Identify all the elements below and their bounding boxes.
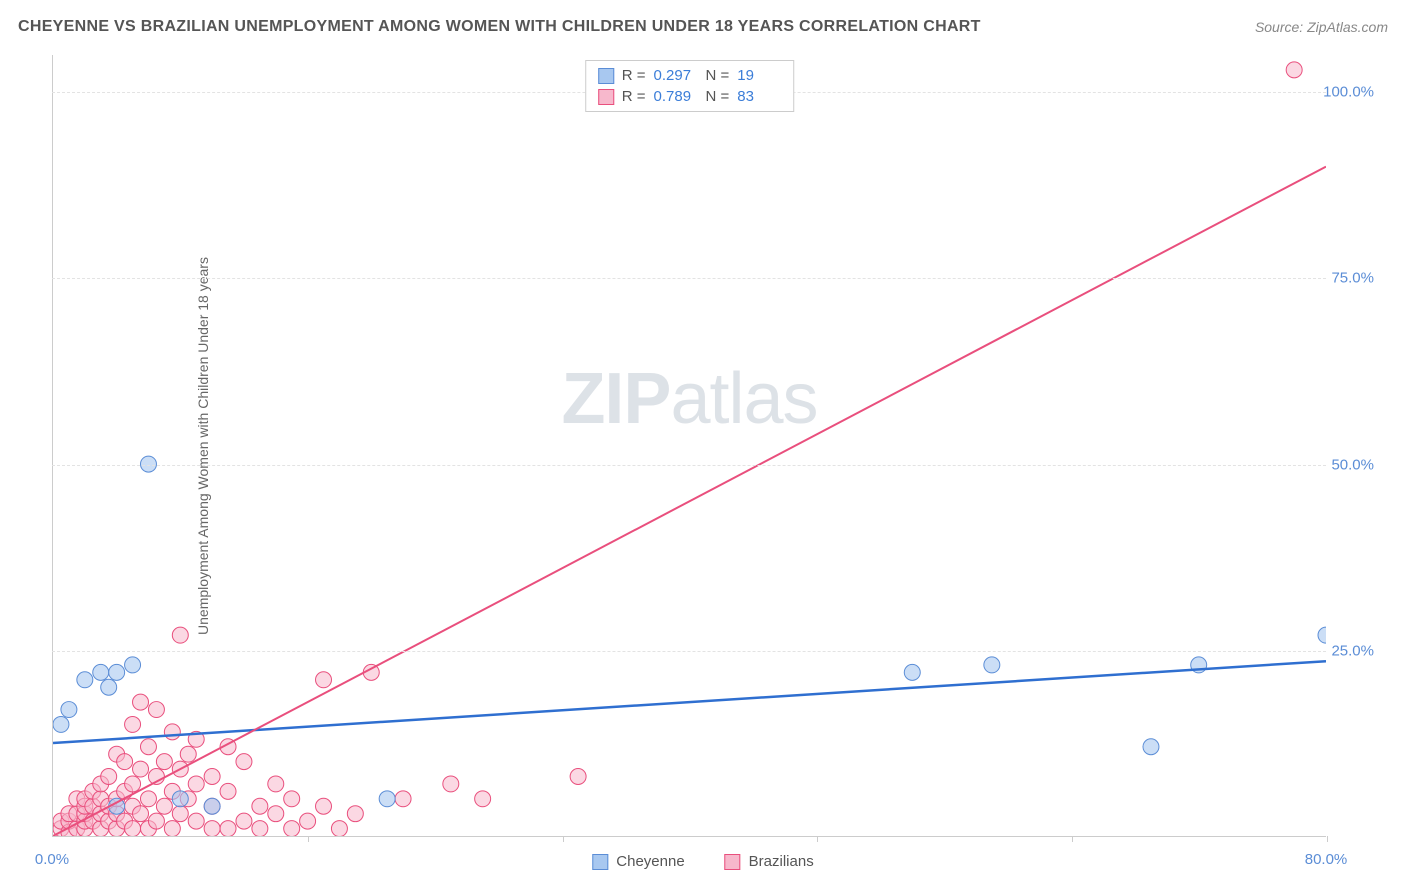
y-tick-label: 50.0% <box>1331 456 1374 473</box>
scatter-point <box>284 821 300 836</box>
x-tick <box>1072 836 1073 842</box>
scatter-point <box>101 679 117 695</box>
scatter-point <box>140 791 156 807</box>
scatter-point <box>101 769 117 785</box>
scatter-point <box>61 702 77 718</box>
n-label: N = <box>706 88 730 105</box>
scatter-point <box>125 657 141 673</box>
scatter-point <box>236 754 252 770</box>
scatter-point <box>93 664 109 680</box>
n-value-brazilians: 83 <box>737 88 781 105</box>
x-tick <box>817 836 818 842</box>
scatter-point <box>268 776 284 792</box>
scatter-point <box>125 776 141 792</box>
scatter-point <box>220 821 236 836</box>
chart-container: ZIPatlas R = 0.297 N = 19 R = 0.789 N = … <box>52 55 1386 837</box>
gridline <box>52 278 1326 279</box>
x-tick <box>308 836 309 842</box>
scatter-point <box>443 776 459 792</box>
swatch-cheyenne <box>598 68 614 84</box>
n-label: N = <box>706 67 730 84</box>
scatter-point <box>140 739 156 755</box>
scatter-point <box>284 791 300 807</box>
r-value-brazilians: 0.789 <box>654 88 698 105</box>
scatter-point <box>316 798 332 814</box>
scatter-point <box>172 791 188 807</box>
trend-line <box>53 167 1326 836</box>
scatter-point <box>904 664 920 680</box>
scatter-point <box>180 746 196 762</box>
scatter-point <box>268 806 284 822</box>
scatter-point <box>109 664 125 680</box>
y-tick-label: 75.0% <box>1331 270 1374 287</box>
gridline <box>52 651 1326 652</box>
scatter-point <box>164 724 180 740</box>
scatter-point <box>395 791 411 807</box>
trend-line <box>53 661 1326 743</box>
header-bar: CHEYENNE VS BRAZILIAN UNEMPLOYMENT AMONG… <box>18 18 1388 36</box>
scatter-point <box>133 694 149 710</box>
legend-row-brazilians: R = 0.789 N = 83 <box>598 86 782 107</box>
scatter-point <box>252 798 268 814</box>
scatter-point <box>204 798 220 814</box>
x-tick <box>563 836 564 842</box>
swatch-brazilians <box>725 854 741 870</box>
scatter-point <box>156 798 172 814</box>
x-tick-label: 80.0% <box>1305 851 1348 868</box>
y-tick-label: 25.0% <box>1331 642 1374 659</box>
scatter-point <box>125 716 141 732</box>
scatter-point <box>164 821 180 836</box>
scatter-point <box>148 702 164 718</box>
swatch-cheyenne <box>592 854 608 870</box>
plot-svg <box>53 55 1326 836</box>
r-value-cheyenne: 0.297 <box>654 67 698 84</box>
source-label: Source: ZipAtlas.com <box>1255 19 1388 35</box>
scatter-point <box>172 627 188 643</box>
scatter-point <box>117 754 133 770</box>
scatter-point <box>188 776 204 792</box>
scatter-point <box>300 813 316 829</box>
chart-title: CHEYENNE VS BRAZILIAN UNEMPLOYMENT AMONG… <box>18 18 981 36</box>
scatter-point <box>316 672 332 688</box>
legend-label-brazilians: Brazilians <box>749 853 814 870</box>
scatter-point <box>77 672 93 688</box>
scatter-point <box>133 761 149 777</box>
scatter-point <box>347 806 363 822</box>
legend-row-cheyenne: R = 0.297 N = 19 <box>598 65 782 86</box>
scatter-point <box>236 813 252 829</box>
scatter-point <box>570 769 586 785</box>
legend-label-cheyenne: Cheyenne <box>616 853 684 870</box>
scatter-point <box>188 813 204 829</box>
scatter-point <box>252 821 268 836</box>
scatter-point <box>331 821 347 836</box>
scatter-point <box>204 821 220 836</box>
scatter-point <box>133 806 149 822</box>
scatter-point <box>220 783 236 799</box>
legend-series: Cheyenne Brazilians <box>592 853 813 870</box>
plot-area: ZIPatlas R = 0.297 N = 19 R = 0.789 N = … <box>52 55 1326 837</box>
scatter-point <box>53 716 69 732</box>
x-tick <box>1327 836 1328 842</box>
scatter-point <box>1286 62 1302 78</box>
y-tick-label: 100.0% <box>1323 84 1374 101</box>
scatter-point <box>125 821 141 836</box>
scatter-point <box>172 806 188 822</box>
legend-item-brazilians: Brazilians <box>725 853 814 870</box>
r-label: R = <box>622 67 646 84</box>
legend-correlation: R = 0.297 N = 19 R = 0.789 N = 83 <box>585 60 795 112</box>
scatter-point <box>204 769 220 785</box>
scatter-point <box>1143 739 1159 755</box>
gridline <box>52 465 1326 466</box>
scatter-point <box>379 791 395 807</box>
scatter-point <box>984 657 1000 673</box>
scatter-point <box>156 754 172 770</box>
x-tick-label: 0.0% <box>35 851 69 868</box>
n-value-cheyenne: 19 <box>737 67 781 84</box>
scatter-point <box>148 813 164 829</box>
scatter-point <box>475 791 491 807</box>
scatter-point <box>1318 627 1326 643</box>
swatch-brazilians <box>598 89 614 105</box>
r-label: R = <box>622 88 646 105</box>
legend-item-cheyenne: Cheyenne <box>592 853 684 870</box>
